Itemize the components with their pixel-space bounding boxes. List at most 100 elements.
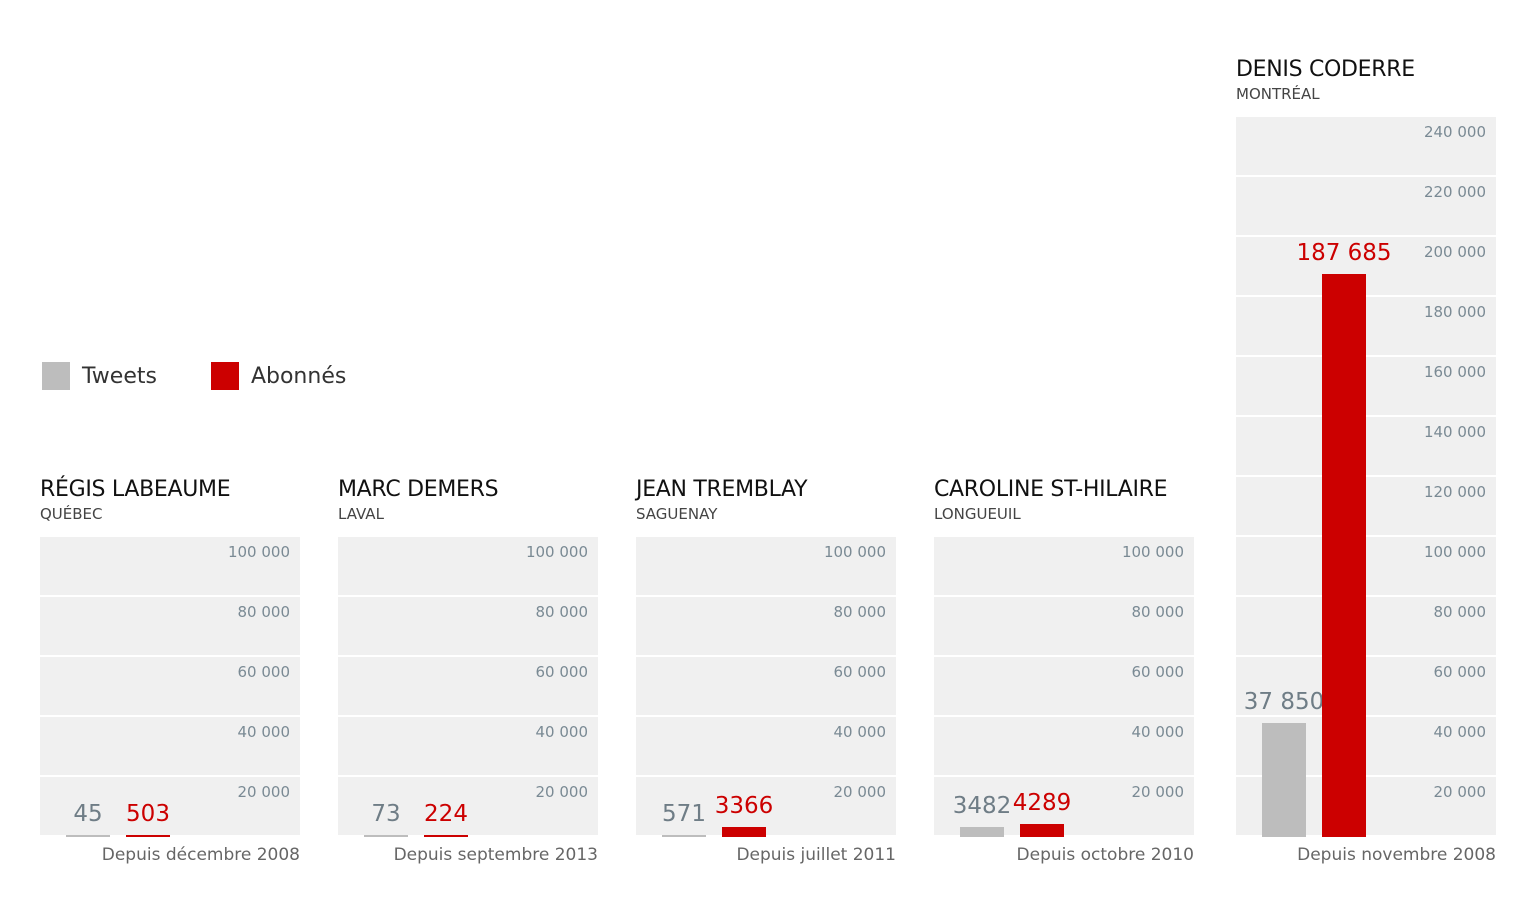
grid-band: [1236, 117, 1496, 175]
tweets-bar: [960, 826, 1004, 837]
grid-band: [338, 657, 598, 715]
grid-band: [338, 597, 598, 655]
y-tick-label: 40 000: [1131, 723, 1185, 741]
grid-band: [40, 537, 300, 595]
panel-subtitle: QUÉBEC: [40, 505, 103, 523]
grid-band: [338, 777, 598, 835]
y-tick-label: 240 000: [1423, 123, 1486, 141]
chart-panel: JEAN TREMBLAY SAGUENAY 100 000 80 000 60 000…: [636, 0, 896, 900]
chart-legend: Tweets Abonnés: [42, 362, 400, 390]
panel-footnote: Depuis septembre 2013: [393, 845, 598, 865]
y-tick-label: 60 000: [535, 663, 589, 681]
grid-band: [1236, 657, 1496, 715]
y-tick-label: 80 000: [1131, 603, 1185, 621]
y-tick-label: 80 000: [1433, 603, 1487, 621]
chart-panel: RÉGIS LABEAUME QUÉBEC 100 000 80 000 60 000 4…: [40, 0, 300, 900]
grid-band: [40, 597, 300, 655]
plot-area: 240 000 220 000 200 000 180 000 160 000 140 0…: [1236, 117, 1496, 837]
legend-label-abonnes: Abonnés: [250, 363, 347, 389]
panel-title: DENIS CODERRE: [1236, 57, 1415, 82]
panel-footnote: Depuis juillet 2011: [736, 845, 896, 865]
grid-band: [1236, 417, 1496, 475]
tweets-value-label: 73: [371, 801, 401, 827]
legend-label-tweets: Tweets: [82, 363, 157, 389]
chart-panel: MARC DEMERS LAVAL 100 000 80 000 60 000 40 00…: [338, 0, 598, 900]
grid-band: [40, 657, 300, 715]
grid-band: [636, 597, 896, 655]
panel-footnote: Depuis décembre 2008: [101, 845, 300, 865]
abonnes-value-label: 187 685: [1296, 239, 1392, 266]
grid-band: [636, 657, 896, 715]
abonnes-value-label: 224: [424, 801, 468, 827]
y-tick-label: 20 000: [535, 783, 589, 801]
grid-band: [636, 717, 896, 775]
y-tick-label: 40 000: [237, 723, 291, 741]
y-tick-label: 160 000: [1423, 363, 1486, 381]
y-tick-label: 120 000: [1423, 483, 1486, 501]
y-tick-label: 80 000: [237, 603, 291, 621]
y-tick-label: 60 000: [833, 663, 887, 681]
grid-band: [338, 717, 598, 775]
grid-band: [1236, 357, 1496, 415]
tweets-value-label: 45: [73, 801, 103, 827]
panel-footnote: Depuis octobre 2010: [1016, 845, 1194, 865]
y-tick-label: 200 000: [1423, 243, 1486, 261]
y-tick-label: 80 000: [833, 603, 887, 621]
y-tick-label: 100 000: [1423, 543, 1486, 561]
grid-band: [338, 537, 598, 595]
abonnes-value-label: 4289: [1012, 790, 1072, 817]
grid-band: [1236, 177, 1496, 235]
y-tick-label: 100 000: [823, 543, 886, 561]
abonnes-bar: [126, 835, 170, 837]
tweets-value-label: 37 850: [1243, 689, 1325, 716]
grid-band: [934, 537, 1194, 595]
abonnes-bar: [424, 835, 468, 837]
abonnes-bar: [722, 826, 766, 837]
legend-item-tweets: Tweets: [42, 362, 157, 390]
chart-panel: CAROLINE ST-HILAIRE LONGUEUIL 100 000 80 00…: [934, 0, 1194, 900]
grid-band: [636, 537, 896, 595]
legend-swatch-tweets: [42, 362, 70, 390]
y-tick-label: 80 000: [535, 603, 589, 621]
tweets-value-label: 3482: [952, 792, 1012, 819]
y-tick-label: 40 000: [535, 723, 589, 741]
grid-band: [1236, 477, 1496, 535]
grid-band: [1236, 237, 1496, 295]
panel-title: RÉGIS LABEAUME: [40, 477, 231, 502]
plot-area: 100 000 80 000 60 000 40 000 20 000 73 224: [338, 537, 598, 837]
plot-area: 100 000 80 000 60 000 40 000 20 000 571 3366: [636, 537, 896, 837]
grid-band: [934, 597, 1194, 655]
grid-band: [40, 777, 300, 835]
y-tick-label: 40 000: [1433, 723, 1487, 741]
y-tick-label: 20 000: [237, 783, 291, 801]
tweets-bar: [364, 835, 408, 837]
y-tick-label: 180 000: [1423, 303, 1486, 321]
abonnes-value-label: 3366: [714, 792, 774, 819]
tweets-bar: [1262, 723, 1306, 837]
grid-band: [1236, 537, 1496, 595]
chart-panel: DENIS CODERRE MONTRÉAL 240 000 220 000 200 0…: [1236, 0, 1496, 900]
panel-title: MARC DEMERS: [338, 477, 499, 502]
y-tick-label: 20 000: [1433, 783, 1487, 801]
panel-footnote: Depuis novembre 2008: [1297, 845, 1496, 865]
y-tick-label: 100 000: [1121, 543, 1184, 561]
y-tick-label: 20 000: [1131, 783, 1185, 801]
grid-band: [1236, 597, 1496, 655]
legend-swatch-abonnes: [210, 362, 239, 390]
tweets-bar: [662, 835, 706, 837]
panel-subtitle: MONTRÉAL: [1236, 85, 1320, 103]
legend-item-abonnes: Abonnés: [210, 362, 347, 390]
grid-band: [934, 777, 1194, 835]
y-tick-label: 40 000: [833, 723, 887, 741]
panel-subtitle: LAVAL: [338, 505, 384, 523]
tweets-bar: [66, 835, 110, 837]
y-tick-label: 60 000: [237, 663, 291, 681]
grid-band: [636, 777, 896, 835]
plot-area: 100 000 80 000 60 000 40 000 20 000 3482 4289: [934, 537, 1194, 837]
y-tick-label: 100 000: [525, 543, 588, 561]
panel-subtitle: SAGUENAY: [636, 505, 718, 523]
y-tick-label: 20 000: [833, 783, 887, 801]
abonnes-value-label: 503: [126, 801, 170, 827]
y-tick-label: 60 000: [1131, 663, 1185, 681]
y-tick-label: 220 000: [1423, 183, 1486, 201]
